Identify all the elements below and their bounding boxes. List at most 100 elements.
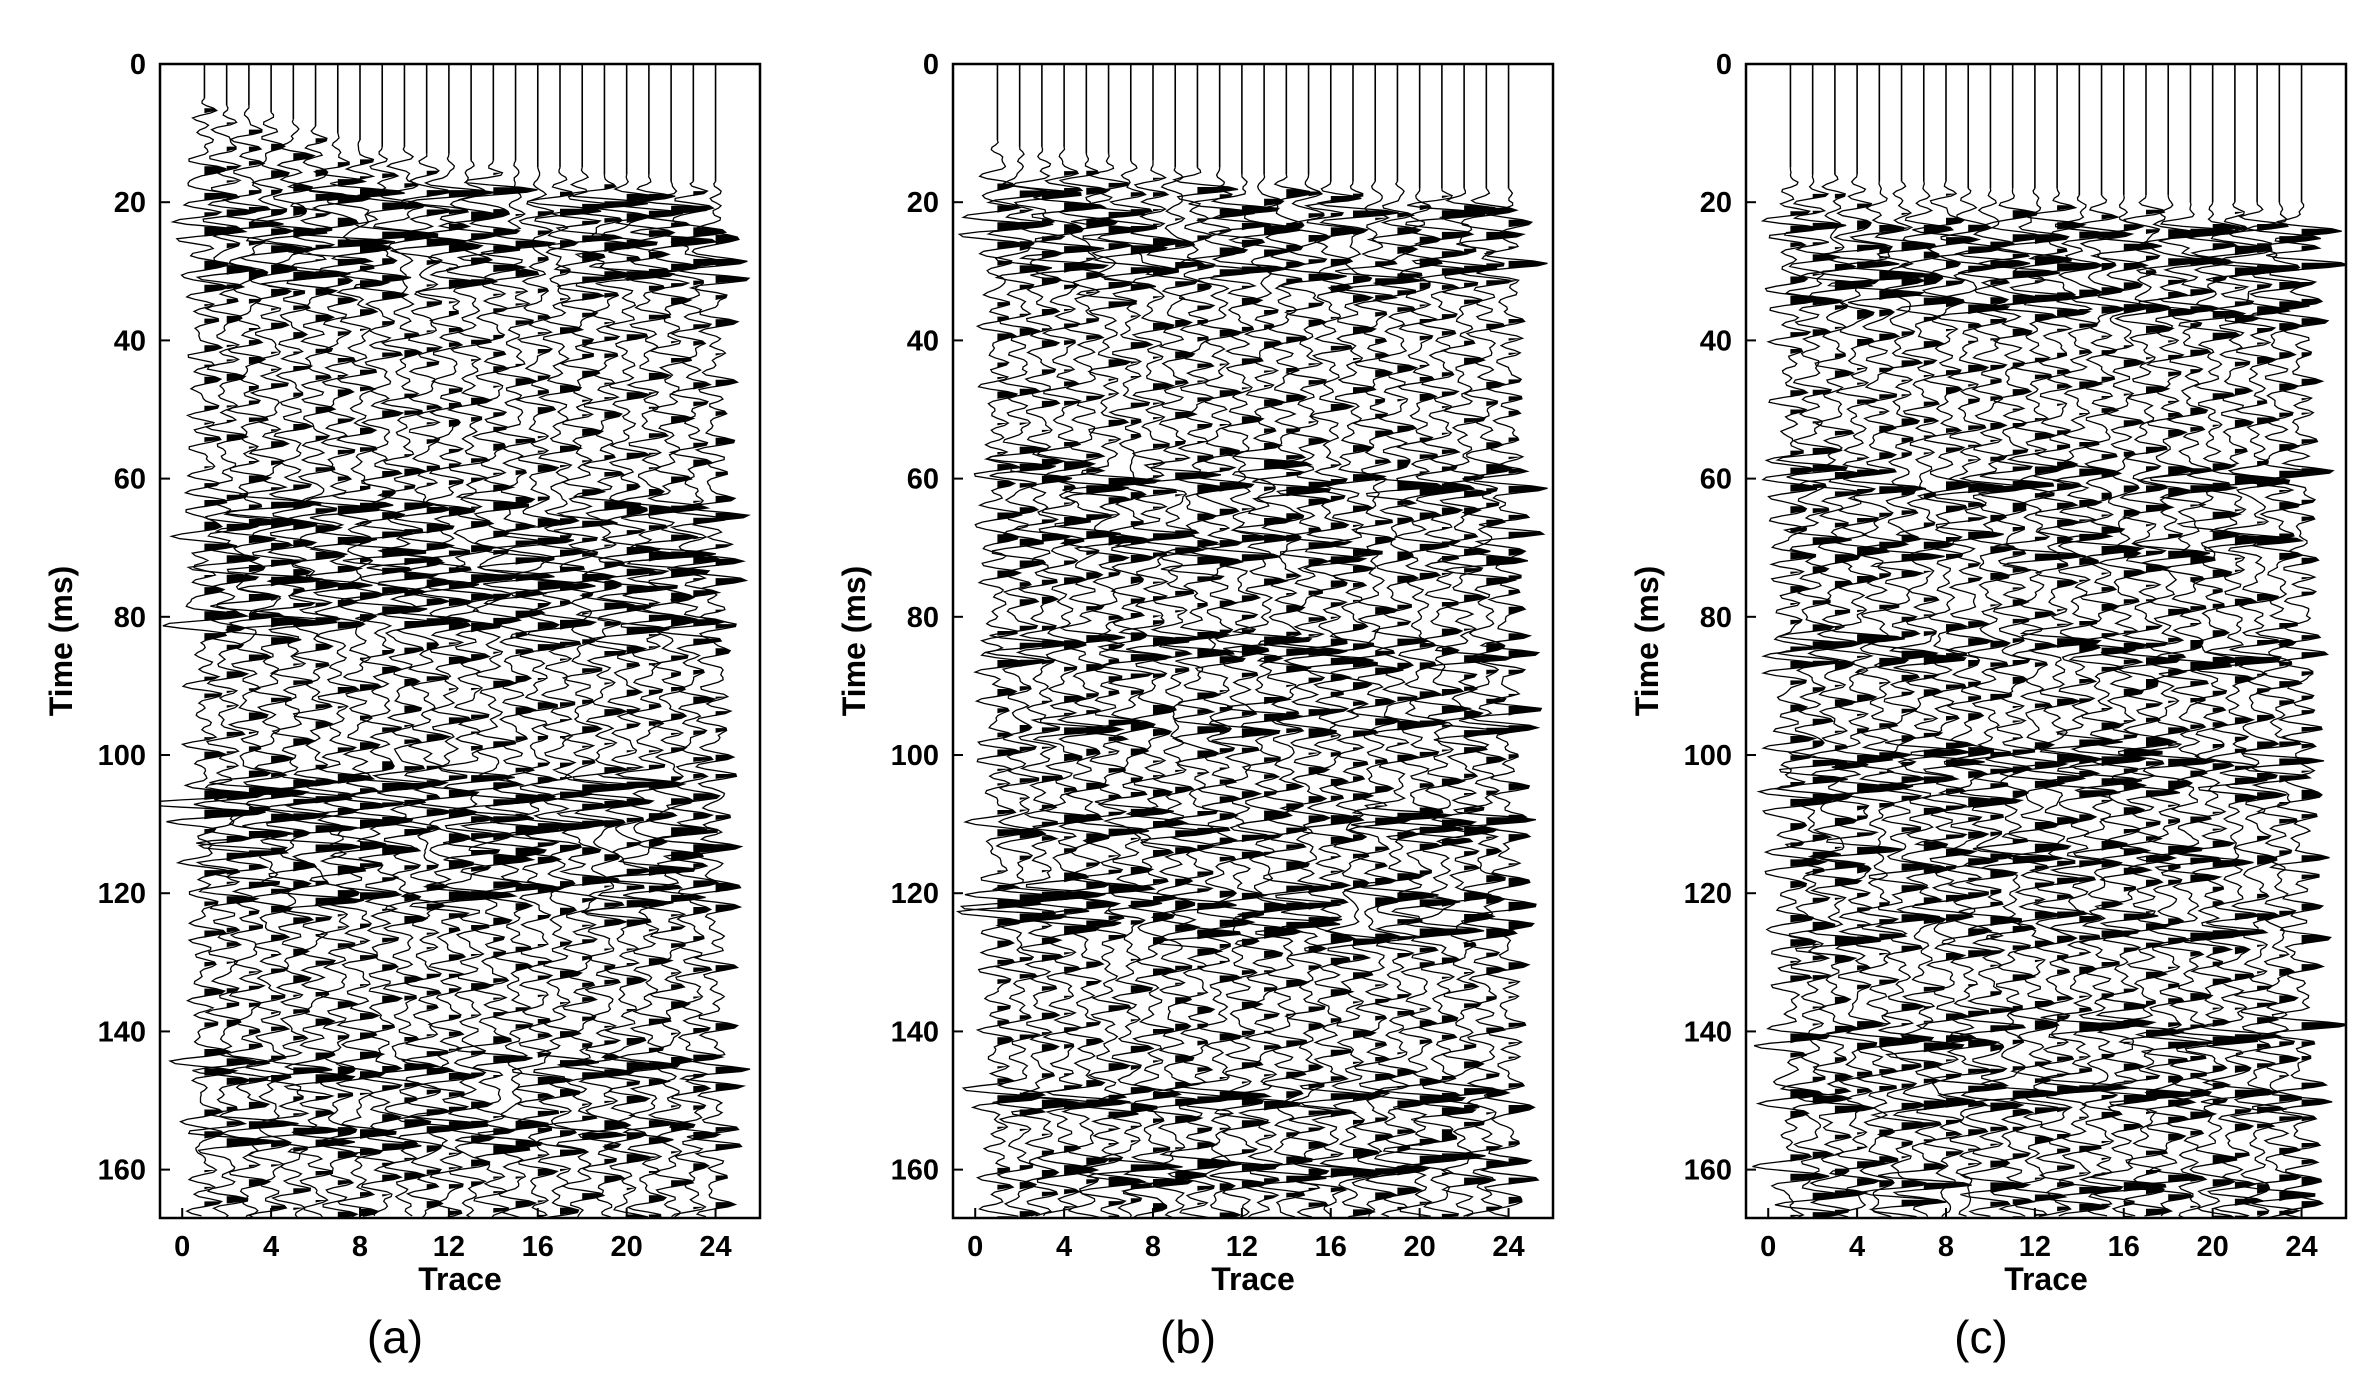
- trace-24-wiggle: [2265, 201, 2346, 1218]
- y-tick-label: 60: [907, 464, 939, 496]
- y-tick-label: 140: [98, 1016, 146, 1048]
- trace-7-fill: [1923, 225, 1972, 1205]
- plot-frame: [951, 62, 1555, 1220]
- y-tick-label: 80: [907, 602, 939, 634]
- plot-frame: [1744, 62, 2348, 1220]
- trace-24-fill: [2301, 228, 2346, 1209]
- trace-3-wiggle: [196, 105, 299, 1218]
- trace-23-wiggle: [652, 180, 734, 1218]
- trace-2-wiggle: [186, 105, 275, 1218]
- y-tick-label: 120: [98, 878, 146, 910]
- x-tick-label: 20: [1404, 1231, 1436, 1263]
- trace-8-wiggle: [1910, 181, 1985, 1218]
- x-axis-label: Trace: [418, 1261, 502, 1297]
- trace-24-wiggle: [1469, 187, 1548, 1217]
- trace-3-fill: [248, 129, 299, 1187]
- y-tick-label: 160: [1684, 1155, 1732, 1187]
- trace-9-fill: [382, 173, 431, 1197]
- y-tick-label: 140: [891, 1016, 939, 1048]
- trace-2-wiggle: [959, 146, 1070, 1217]
- plot-frame: [158, 62, 762, 1220]
- trace-12-fill: [2034, 234, 2086, 1217]
- y-tick-label: 100: [98, 740, 146, 772]
- trace-19-wiggle: [566, 174, 648, 1218]
- y-tick-label: 80: [114, 602, 146, 634]
- trace-9-wiggle: [1930, 187, 2011, 1217]
- trace-3-wiggle: [1004, 146, 1093, 1217]
- trace-19-wiggle: [2149, 202, 2240, 1218]
- trace-18-wiggle: [1335, 181, 1423, 1217]
- trace-16-wiggle: [504, 167, 575, 1218]
- x-tick-label: 16: [2108, 1231, 2140, 1263]
- trace-11-wiggle: [1179, 167, 1273, 1218]
- trace-5-wiggle: [1044, 153, 1131, 1218]
- panel-label: (b): [1160, 1311, 1216, 1363]
- x-tick-label: 0: [1760, 1231, 1776, 1263]
- trace-13-fill: [2057, 205, 2101, 1212]
- trace-5-fill: [1086, 170, 1131, 1218]
- trace-11-wiggle: [1970, 188, 2063, 1217]
- trace-6-wiggle: [1062, 153, 1162, 1218]
- trace-20-wiggle: [581, 174, 676, 1218]
- trace-17-wiggle: [1317, 181, 1399, 1218]
- trace-15-wiggle: [2056, 194, 2147, 1217]
- panel-c: 0 20 40 60 80 100 120 140 160 0 4 8 12 16 20 24 Trace Tim…: [1629, 49, 2348, 1363]
- y-tick-label: 40: [907, 325, 939, 357]
- x-tick-label: 8: [1145, 1231, 1161, 1263]
- x-axis-label: Trace: [1211, 1261, 1295, 1297]
- trace-4-wiggle: [1820, 174, 1905, 1218]
- panel-label: (c): [1954, 1311, 2008, 1363]
- trace-9-fill: [1175, 218, 1221, 1181]
- y-axis-label: Time (ms): [836, 566, 872, 717]
- panel-a: 0 20 40 60 80 100 120 140 160 0 4 8 12 16 20 24 Trace Tim…: [43, 49, 762, 1363]
- x-tick-label: 24: [1492, 1231, 1524, 1263]
- trace-6-fill: [315, 138, 364, 1203]
- traces-group: [160, 64, 751, 1218]
- trace-6-wiggle: [261, 125, 365, 1218]
- trace-21-fill: [1441, 195, 1486, 1218]
- trace-7-wiggle: [287, 132, 396, 1218]
- trace-10-fill: [404, 183, 442, 1180]
- trace-16-wiggle: [2088, 195, 2167, 1217]
- y-tick-label: 120: [1684, 878, 1732, 910]
- trace-12-fill: [1241, 206, 1288, 1188]
- trace-10-fill: [1990, 241, 2030, 1207]
- x-tick-label: 24: [2285, 1231, 2317, 1263]
- trace-2-wiggle: [1774, 174, 1853, 1218]
- trace-7-wiggle: [1086, 160, 1183, 1218]
- trace-3-wiggle: [1794, 174, 1881, 1218]
- trace-24-fill: [715, 234, 750, 1210]
- trace-17-fill: [1353, 193, 1399, 1217]
- trace-21-wiggle: [1402, 188, 1486, 1217]
- y-tick-label: 0: [1716, 49, 1732, 81]
- trace-24-wiggle: [678, 181, 751, 1218]
- y-tick-label: 140: [1684, 1016, 1732, 1048]
- trace-7-fill: [337, 162, 395, 1218]
- trace-2-fill: [1019, 190, 1069, 1218]
- trace-17-fill: [2146, 209, 2198, 1216]
- trace-1-wiggle: [160, 98, 266, 1217]
- x-tick-label: 16: [1315, 1231, 1347, 1263]
- y-tick-label: 100: [891, 740, 939, 772]
- trace-23-fill: [2279, 236, 2324, 1216]
- x-tick-label: 16: [522, 1231, 554, 1263]
- x-tick-label: 12: [2019, 1231, 2051, 1263]
- y-axis-label: Time (ms): [1629, 566, 1665, 717]
- y-tick-label: 60: [1700, 464, 1732, 496]
- x-tick-label: 4: [263, 1231, 279, 1263]
- trace-7-wiggle: [1877, 181, 1972, 1217]
- trace-18-fill: [2168, 229, 2215, 1202]
- y-tick-label: 20: [1700, 187, 1732, 219]
- trace-14-fill: [493, 172, 538, 1213]
- trace-14-wiggle: [2039, 194, 2130, 1217]
- panel-b: 0 20 40 60 80 100 120 140 160 0 4 8 12 16 20 24 Trace Tim…: [836, 49, 1555, 1363]
- trace-5-wiggle: [251, 119, 343, 1218]
- trace-23-wiggle: [2236, 202, 2325, 1218]
- trace-10-fill: [1197, 187, 1242, 1218]
- trace-15-wiggle: [470, 160, 562, 1218]
- trace-22-wiggle: [1424, 188, 1513, 1217]
- y-tick-label: 40: [114, 325, 146, 357]
- trace-18-wiggle: [544, 167, 627, 1218]
- trace-16-fill: [2123, 224, 2166, 1218]
- trace-11-wiggle: [389, 153, 471, 1218]
